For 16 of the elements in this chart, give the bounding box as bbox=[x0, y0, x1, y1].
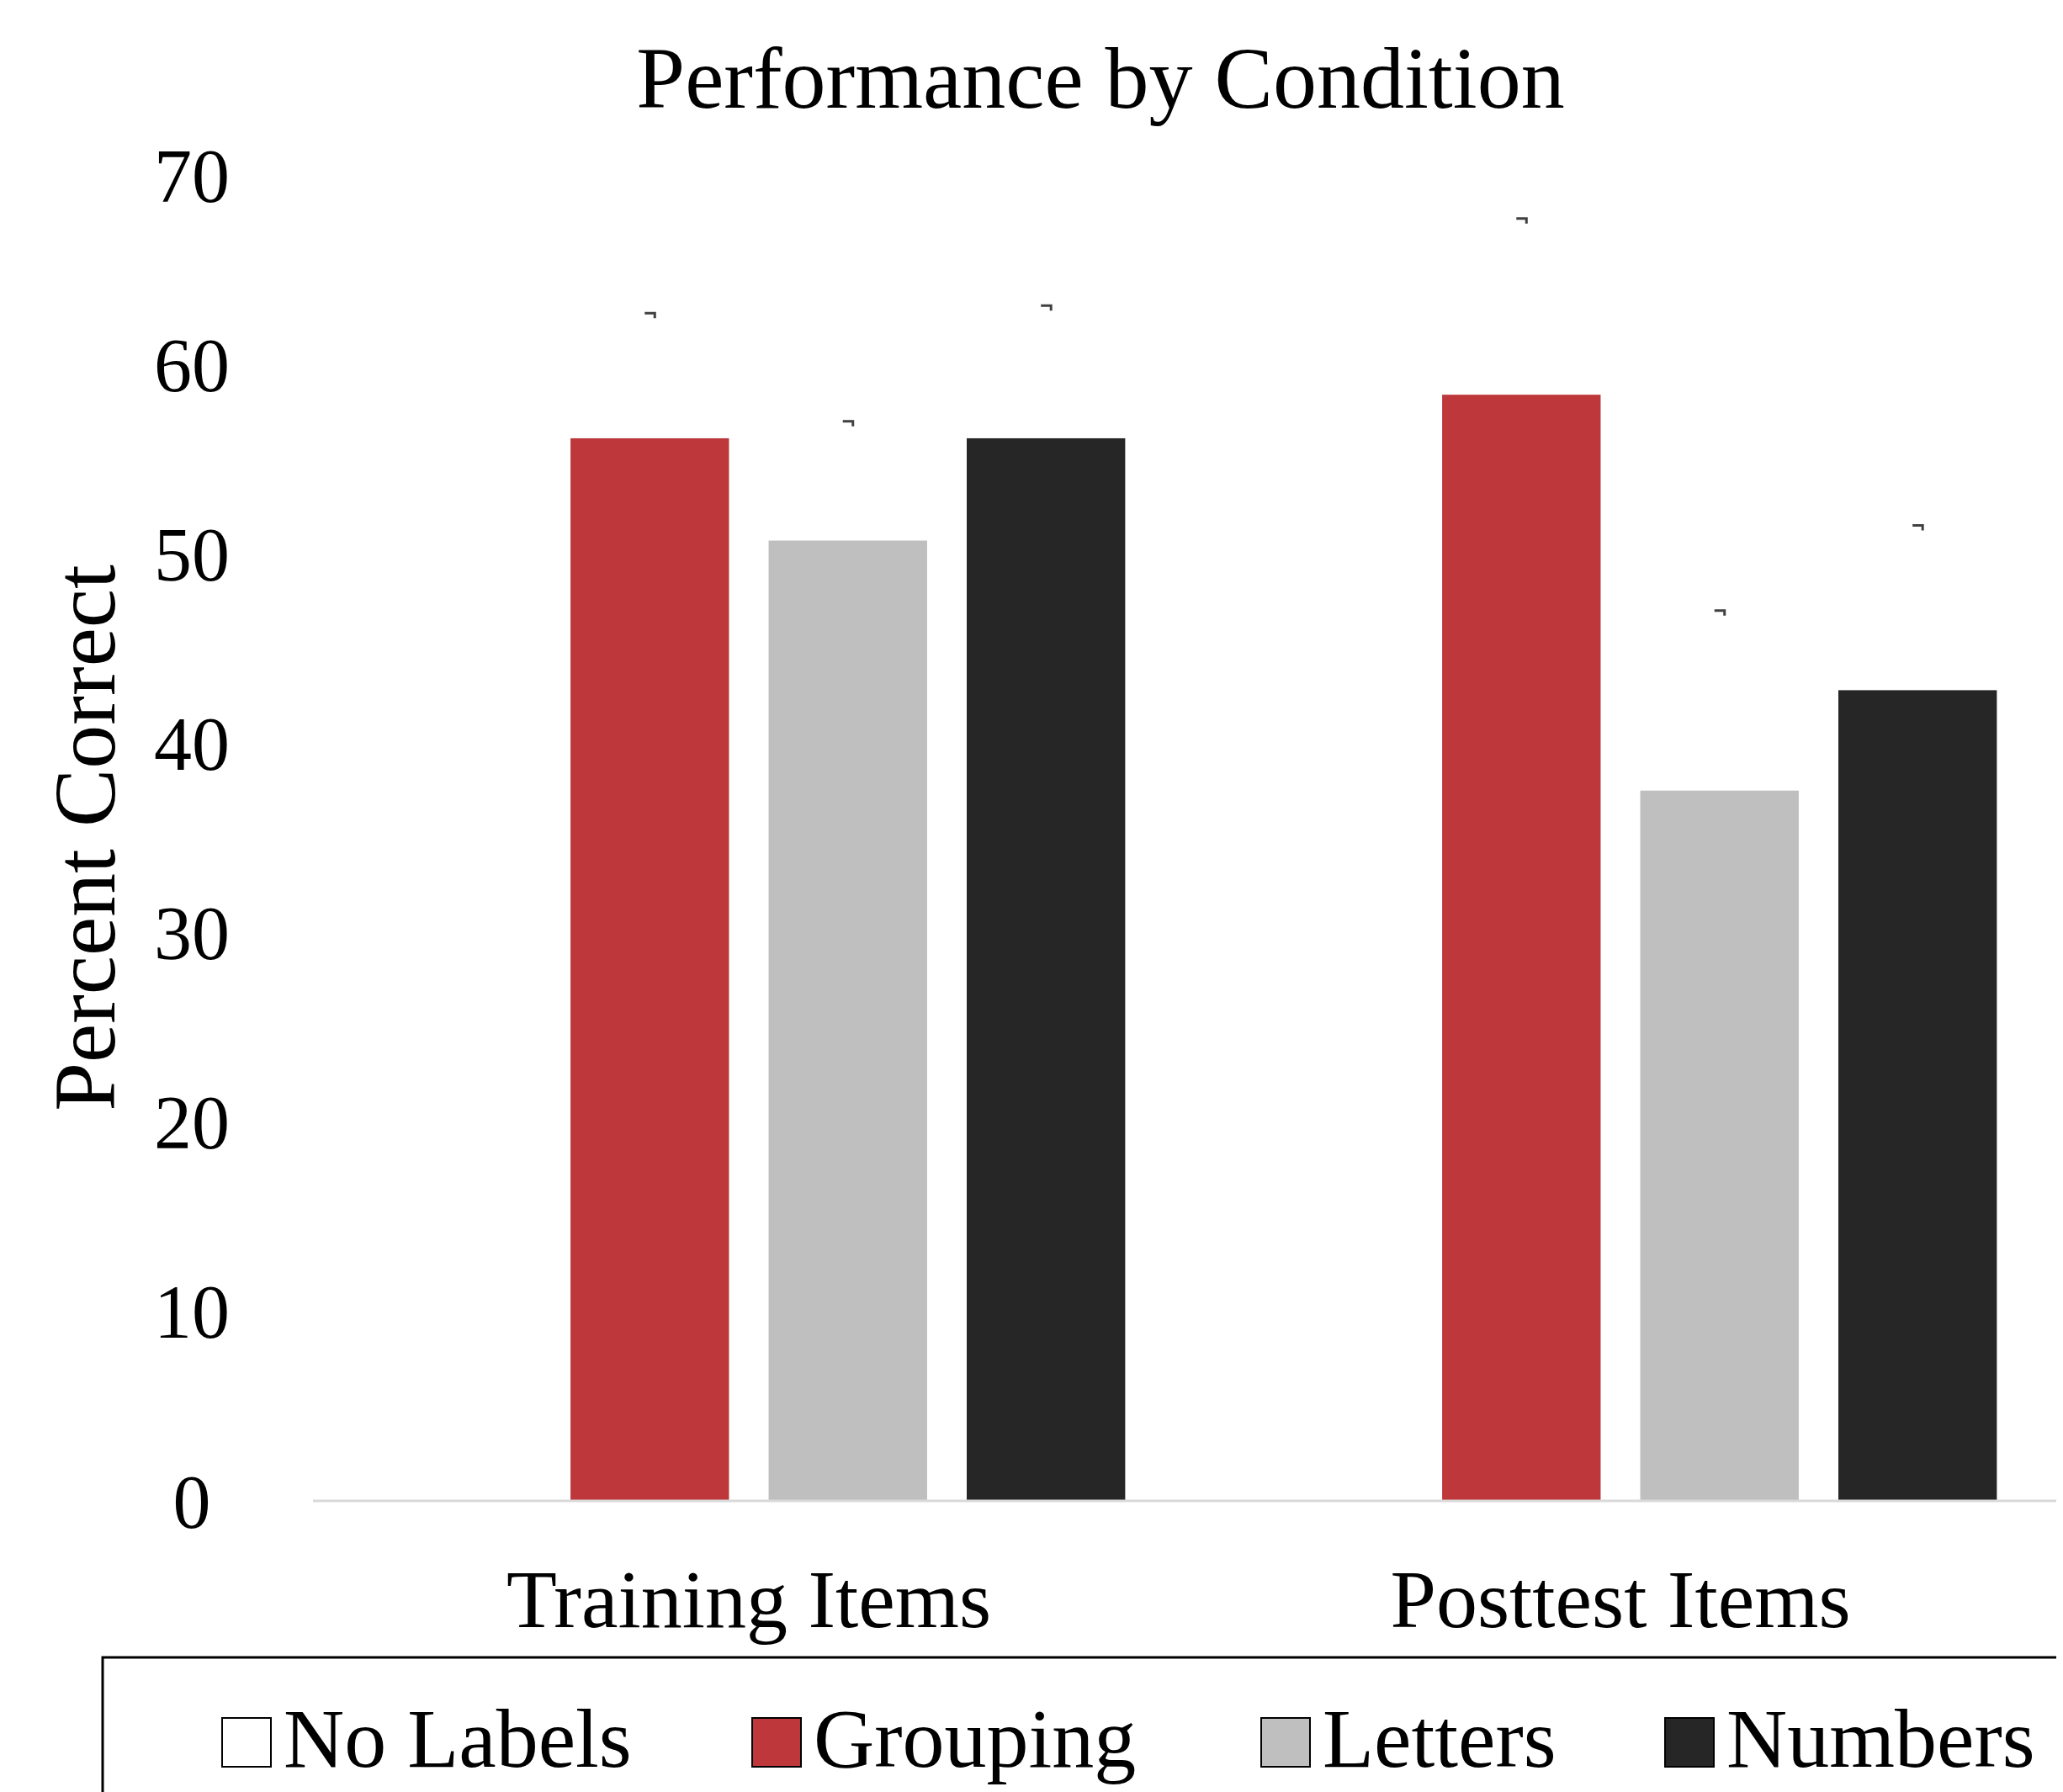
x-tick-label: Training Items bbox=[506, 1554, 992, 1645]
legend-label: Grouping bbox=[814, 1692, 1137, 1785]
y-tick-label: 10 bbox=[154, 1270, 230, 1355]
y-tick-label: 30 bbox=[154, 892, 230, 976]
y-tick-label: 50 bbox=[154, 512, 230, 596]
y-axis-title: Percent Correct bbox=[36, 565, 133, 1111]
y-tick-label: 20 bbox=[154, 1081, 230, 1165]
y-tick-label: 0 bbox=[172, 1460, 211, 1544]
legend-label: Letters bbox=[1323, 1692, 1557, 1785]
x-tick-label: Posttest Items bbox=[1390, 1554, 1851, 1645]
y-tick-label: 70 bbox=[154, 134, 230, 218]
chart-title: Performance by Condition bbox=[636, 29, 1565, 126]
legend-label: No Labels bbox=[284, 1692, 632, 1785]
y-tick-label: 60 bbox=[154, 323, 230, 407]
legend-label: Numbers bbox=[1726, 1692, 2035, 1785]
y-tick-label: 40 bbox=[154, 702, 230, 786]
